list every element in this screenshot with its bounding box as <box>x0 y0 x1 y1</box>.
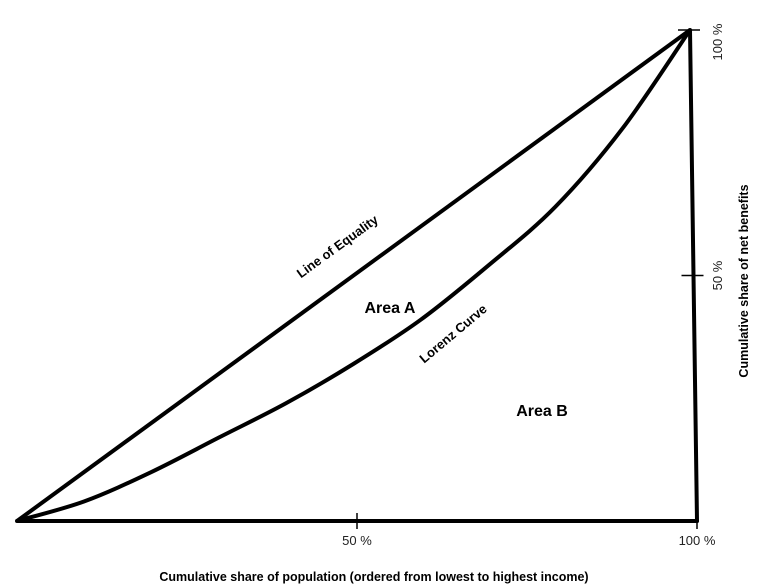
y-tick-label-100: 100 % <box>710 23 725 60</box>
line-of-equality-label: Line of Equality <box>294 211 382 280</box>
area-b-label: Area B <box>516 403 568 420</box>
line-of-equality <box>15 28 692 523</box>
axis-ticks <box>356 29 704 529</box>
y-axis-title: Cumulative share of net benefits <box>737 184 751 377</box>
right-axis-line <box>688 28 699 523</box>
x-tick-label-50: 50 % <box>342 533 372 548</box>
y-tick-label-50: 50 % <box>710 260 725 290</box>
area-a-label: Area A <box>365 300 416 317</box>
x-axis-title: Cumulative share of population (ordered … <box>159 570 588 584</box>
lorenz-curve-label: Lorenz Curve <box>416 301 489 366</box>
x-tick-label-100: 100 % <box>679 533 716 548</box>
lorenz-curve-line <box>16 28 692 523</box>
